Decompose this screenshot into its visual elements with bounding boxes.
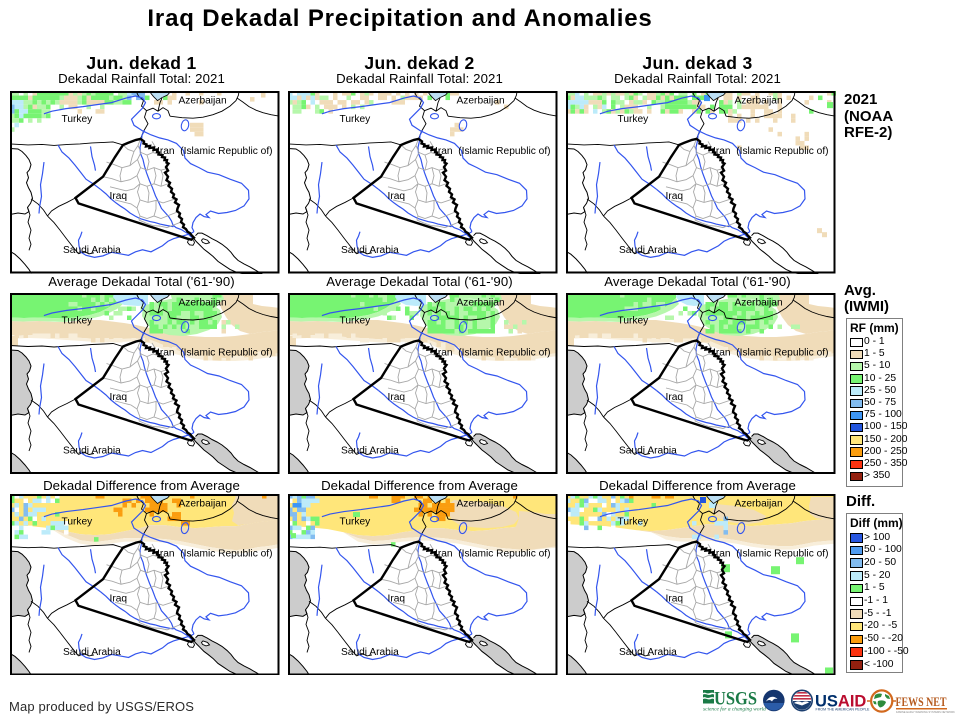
svg-text:FAMINE EARLY WARNING SYSTEMS N: FAMINE EARLY WARNING SYSTEMS NETWORK — [896, 710, 955, 714]
svg-text:FEWS NET: FEWS NET — [896, 694, 947, 709]
svg-text:science for a changing world: science for a changing world — [703, 706, 766, 713]
svg-text:USGS: USGS — [714, 689, 757, 710]
svg-text:USAID: USAID — [815, 693, 866, 711]
svg-text:FROM THE AMERICAN PEOPLE: FROM THE AMERICAN PEOPLE — [816, 708, 870, 712]
